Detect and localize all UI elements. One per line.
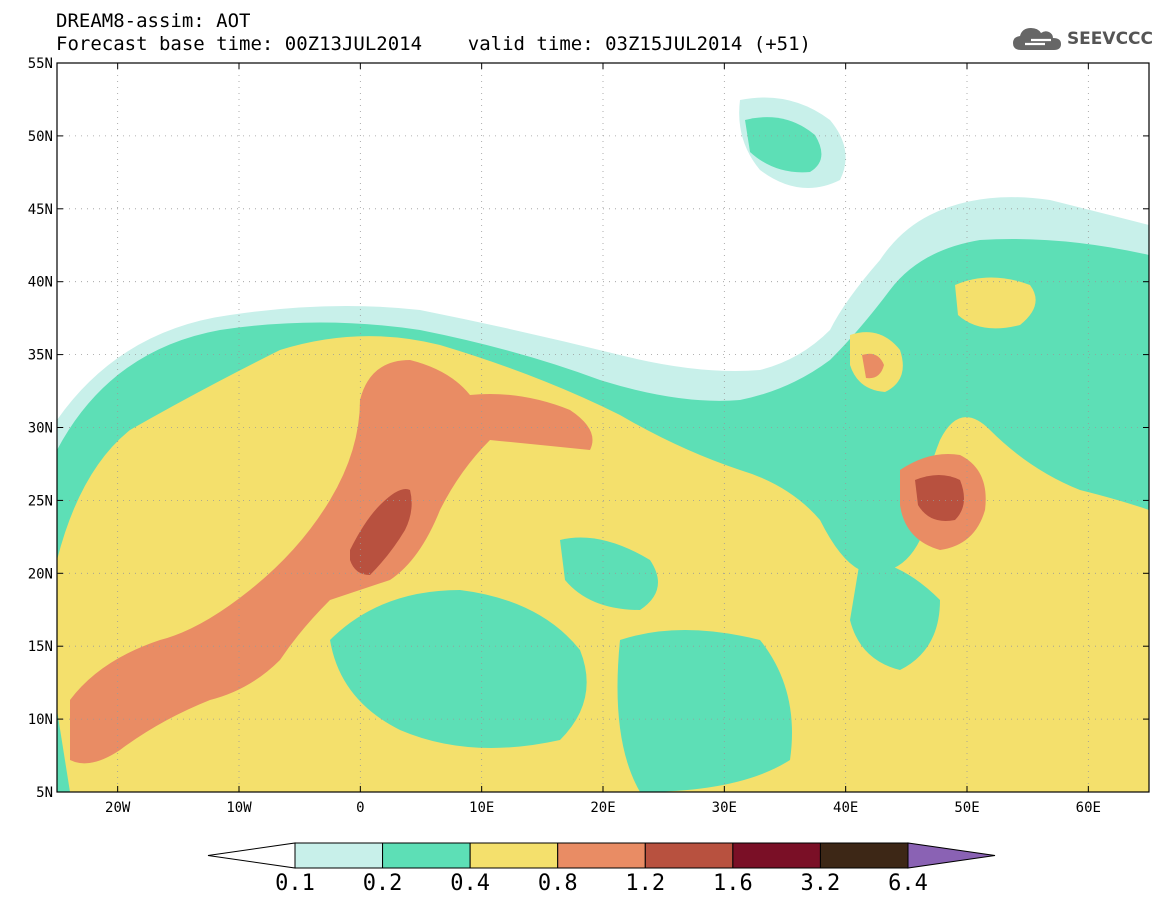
aot-contour-0.2 — [57, 710, 70, 792]
aot-contour-0.4 — [955, 277, 1036, 329]
forecast-time-line: Forecast base time: 00Z13JUL2014 valid t… — [56, 33, 811, 55]
colorbar-swatch — [294, 842, 384, 869]
aot-contour-0.8 — [862, 353, 884, 379]
lon-label: 40E — [833, 800, 858, 816]
aot-contour-1.2 — [350, 489, 412, 575]
graticule — [57, 62, 1149, 793]
colorbar-label: 3.2 — [801, 871, 841, 896]
lat-label: 50N — [28, 129, 53, 145]
colorbar-label: 6.4 — [888, 871, 928, 896]
colorbar-low-arrow — [207, 842, 296, 869]
aot-contour-0.2 — [745, 117, 822, 173]
colorbar-swatch — [469, 842, 559, 869]
aot-contour-0.2 — [330, 590, 587, 748]
lon-label: 10E — [469, 800, 494, 816]
aot-contour-0.8 — [70, 360, 593, 764]
colorbar-swatch — [557, 842, 646, 869]
lon-label: 10W — [226, 800, 252, 816]
lat-label: 25N — [28, 493, 53, 509]
logo-text: SEEVCCC — [1066, 29, 1153, 49]
lat-label: 45N — [28, 202, 53, 218]
lat-label: 40N — [28, 275, 53, 291]
aot-contour-0.2 — [560, 537, 658, 610]
lat-label: 20N — [28, 566, 53, 582]
cloud-icon — [1012, 28, 1061, 50]
colorbar-high-arrow — [907, 842, 996, 869]
aot-field — [57, 63, 1149, 792]
lat-label: 10N — [28, 712, 53, 728]
colorbar-label: 0.4 — [450, 871, 490, 896]
lat-label: 35N — [28, 348, 53, 364]
lon-label: 20W — [105, 800, 131, 816]
lat-label: 5N — [36, 785, 53, 801]
latitude-labels: 55N 50N 45N 40N 35N 30N 25N 20N 15N 10N 5N — [28, 56, 53, 801]
colorbar-swatch — [644, 842, 734, 869]
aot-contour-0.2 — [617, 630, 792, 792]
colorbar-swatch — [732, 842, 821, 869]
colorbar-label: 0.8 — [538, 871, 578, 896]
lon-label: 50E — [954, 800, 979, 816]
colorbar-label: 0.1 — [275, 871, 315, 896]
lon-label: 60E — [1076, 800, 1101, 816]
colorbar-label: 0.2 — [363, 871, 403, 896]
colorbar-label: 1.2 — [625, 871, 665, 896]
lat-label: 15N — [28, 639, 53, 655]
colorbar-swatch — [819, 842, 909, 869]
aot-contour-0.2 — [850, 560, 940, 670]
longitude-labels: 20W 10W 0 10E 20E 30E 40E 50E 60E — [105, 800, 1101, 816]
aot-contour-1.2 — [915, 475, 964, 521]
seevccc-logo: SEEVCCC — [1011, 24, 1153, 54]
colorbar: 0.1 0.2 0.4 0.8 1.2 1.6 3.2 6.4 — [207, 842, 996, 896]
colorbar-label: 1.6 — [713, 871, 753, 896]
lon-label: 0 — [356, 800, 364, 816]
chart-title: DREAM8-assim: AOT — [56, 10, 251, 32]
lon-label: 30E — [712, 800, 737, 816]
lat-label: 30N — [28, 421, 53, 437]
colorbar-swatch — [382, 842, 471, 869]
lon-label: 20E — [590, 800, 615, 816]
lat-label: 55N — [28, 56, 53, 72]
